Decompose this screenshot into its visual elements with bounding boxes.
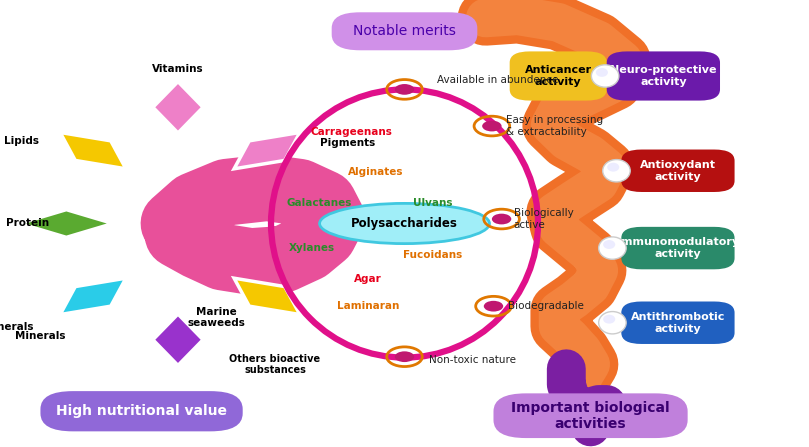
Circle shape xyxy=(482,121,502,131)
Polygon shape xyxy=(19,210,112,237)
FancyBboxPatch shape xyxy=(332,12,477,50)
Circle shape xyxy=(492,214,511,224)
Text: Antithrombotic
activity: Antithrombotic activity xyxy=(631,312,725,333)
Text: Marine
seaweeds: Marine seaweeds xyxy=(188,307,246,328)
Circle shape xyxy=(484,301,503,312)
Text: Biologically
active: Biologically active xyxy=(514,208,574,230)
Polygon shape xyxy=(153,314,203,366)
Text: Galactanes: Galactanes xyxy=(287,198,352,208)
Text: Fucoidans: Fucoidans xyxy=(403,250,463,260)
Ellipse shape xyxy=(603,160,630,182)
FancyBboxPatch shape xyxy=(510,51,607,101)
Text: Available in abundence: Available in abundence xyxy=(437,76,558,85)
Text: Easy in processing
& extractability: Easy in processing & extractability xyxy=(506,115,603,137)
Ellipse shape xyxy=(591,65,619,87)
FancyBboxPatch shape xyxy=(607,51,720,101)
Text: Minerals: Minerals xyxy=(15,331,66,341)
Polygon shape xyxy=(60,132,126,169)
Text: Immunomodulatory
activity: Immunomodulatory activity xyxy=(617,237,739,259)
FancyBboxPatch shape xyxy=(493,393,688,438)
Text: Ulvans: Ulvans xyxy=(413,198,452,208)
Text: Vitamins: Vitamins xyxy=(152,64,204,74)
Text: Xylanes: Xylanes xyxy=(288,243,335,253)
Text: Agar: Agar xyxy=(354,274,382,284)
Circle shape xyxy=(395,84,414,95)
Ellipse shape xyxy=(599,237,626,259)
Text: Alginates: Alginates xyxy=(349,167,404,177)
Polygon shape xyxy=(60,278,126,315)
Polygon shape xyxy=(153,81,203,133)
Text: Minerals: Minerals xyxy=(0,322,34,332)
Circle shape xyxy=(395,351,414,362)
Polygon shape xyxy=(234,278,300,315)
Text: Neuro-protective
activity: Neuro-protective activity xyxy=(610,65,717,87)
Text: Carrageenans: Carrageenans xyxy=(311,127,393,137)
Text: Non-toxic nature: Non-toxic nature xyxy=(429,355,516,365)
Text: Protein: Protein xyxy=(6,219,49,228)
Text: Lipids: Lipids xyxy=(4,136,39,146)
Text: Pigments: Pigments xyxy=(320,138,375,148)
Text: Anticancer
activity: Anticancer activity xyxy=(525,65,591,87)
Text: Important biological
activities: Important biological activities xyxy=(511,401,670,431)
Ellipse shape xyxy=(607,163,620,172)
FancyBboxPatch shape xyxy=(621,227,735,269)
Text: Others bioactive
substances: Others bioactive substances xyxy=(230,354,320,375)
Ellipse shape xyxy=(320,203,489,244)
Text: Antioxydant
activity: Antioxydant activity xyxy=(640,160,716,181)
FancyBboxPatch shape xyxy=(621,149,735,192)
FancyBboxPatch shape xyxy=(40,391,243,431)
Text: High nutritional value: High nutritional value xyxy=(56,404,227,418)
Text: Biodegradable: Biodegradable xyxy=(508,301,584,311)
Text: Polysaccharides: Polysaccharides xyxy=(351,217,458,230)
FancyBboxPatch shape xyxy=(621,301,735,344)
Ellipse shape xyxy=(603,240,615,249)
Ellipse shape xyxy=(603,315,615,324)
Text: Notable merits: Notable merits xyxy=(353,24,456,38)
Polygon shape xyxy=(234,132,300,169)
Ellipse shape xyxy=(595,68,608,77)
Text: Laminaran: Laminaran xyxy=(337,301,400,311)
Ellipse shape xyxy=(599,312,626,334)
